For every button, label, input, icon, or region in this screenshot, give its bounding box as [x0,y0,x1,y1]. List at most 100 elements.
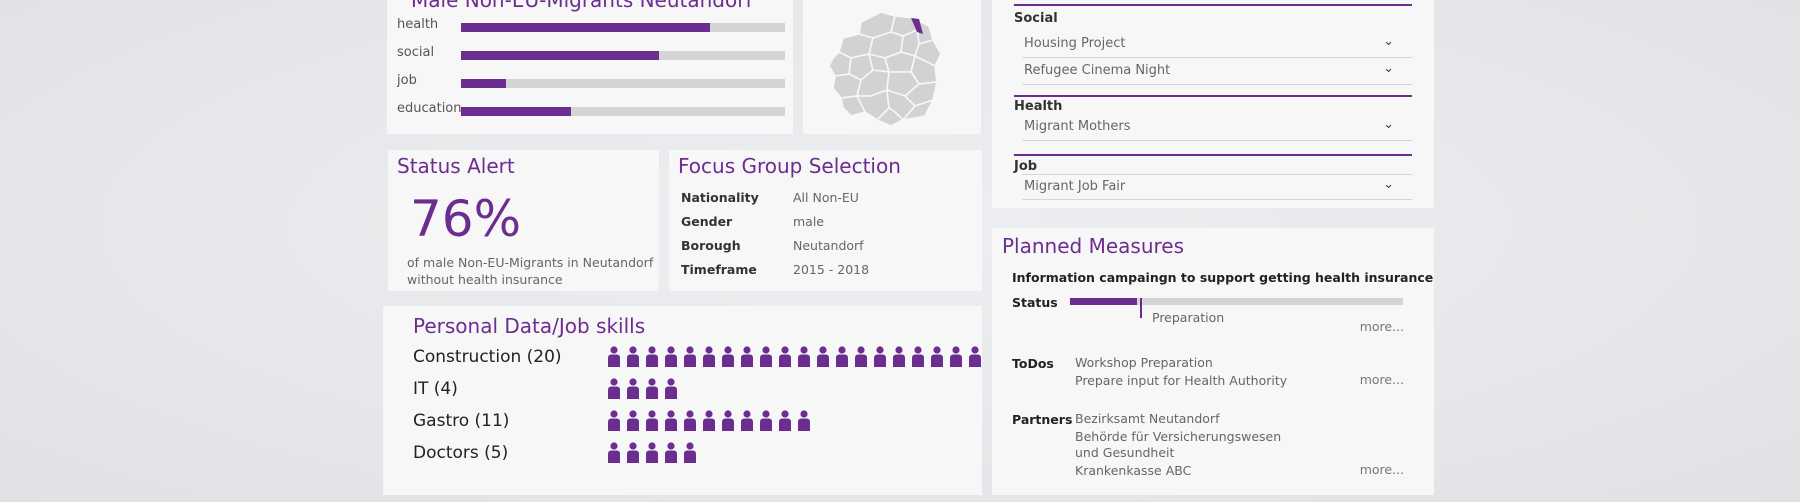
chevron-down-icon[interactable]: ⌄ [1383,177,1394,192]
panel-title: Planned Measures [1002,234,1185,258]
panel-title: Male Non-EU-Migrants Neutandorf [411,0,753,12]
chevron-down-icon[interactable]: ⌄ [1383,61,1394,76]
panel-title: Status Alert [397,154,515,178]
status-progress-track [1070,298,1403,305]
alert-description: of male Non-EU-Migrants in Neutandorf wi… [407,254,657,288]
focus-row-gender[interactable]: Gender male [681,214,971,234]
person-icon-group [607,442,697,463]
person-icon-group [607,346,982,367]
person-icon [608,442,620,463]
status-progress-marker [1140,298,1142,318]
planned-measures-panel: Planned Measures Information campaingn t… [992,228,1434,495]
dropdown-migrant-mothers[interactable]: Migrant Mothers ⌄ [1022,115,1412,141]
skill-label: Doctors (5) [413,443,509,463]
person-icon [741,346,753,367]
status-text: Preparation [1152,310,1225,325]
focus-row-nationality[interactable]: Nationality All Non-EU [681,190,971,210]
person-icon [950,346,962,367]
dropdown-label: Housing Project [1024,36,1126,51]
focus-value[interactable]: All Non-EU [793,190,859,205]
focus-value[interactable]: 2015 - 2018 [793,262,870,277]
dropdown-migrant-job-fair[interactable]: Migrant Job Fair ⌄ [1022,174,1412,200]
more-link[interactable]: more... [1359,462,1404,477]
person-icon [665,410,677,431]
chevron-down-icon[interactable]: ⌄ [1383,34,1394,49]
stat-label: health [397,17,439,32]
person-icon [608,346,620,367]
person-icon [912,346,924,367]
dropdown-label: Migrant Mothers [1024,119,1131,134]
borough-map[interactable] [803,0,981,134]
person-icon [646,410,658,431]
status-label: Status [1012,295,1058,310]
person-icon [798,410,810,431]
todos-label: ToDos [1012,356,1054,371]
stat-bar-education: education [397,101,787,121]
person-icon [836,346,848,367]
person-icon [646,378,658,399]
focus-key: Gender [681,214,733,229]
status-progress-fill [1070,298,1137,305]
alert-desc-line: of male Non-EU-Migrants in Neutandorf [407,255,654,270]
skill-row-doctors: Doctors (5) [413,440,973,470]
person-icon [646,346,658,367]
person-icon [684,442,696,463]
stat-label: social [397,45,435,60]
person-icon [893,346,905,367]
person-icon [646,442,658,463]
person-icon [684,410,696,431]
partners-label: Partners [1012,412,1073,427]
focus-key: Borough [681,238,741,253]
person-icon [627,378,639,399]
focus-value[interactable]: male [793,214,824,229]
person-icon-group [607,410,811,431]
stat-fill [461,51,659,60]
person-icon [665,346,677,367]
more-link[interactable]: more... [1359,319,1404,334]
male-migrants-panel: Male Non-EU-Migrants Neutandorf health s… [387,0,793,134]
stat-track [461,51,785,60]
dropdown-label: Refugee Cinema Night [1024,63,1171,78]
person-icon [798,346,810,367]
stat-track [461,107,785,116]
stat-track [461,23,785,32]
person-icon [779,410,791,431]
stat-fill [461,79,507,88]
dropdown-label: Migrant Job Fair [1024,179,1126,194]
skill-row-it: IT (4) [413,376,973,406]
chevron-down-icon[interactable]: ⌄ [1383,117,1394,132]
status-alert-panel: Status Alert 76% of male Non-EU-Migrants… [388,150,659,291]
focus-key: Timeframe [681,262,757,277]
category-job-heading: Job [1014,159,1038,174]
person-icon-group [607,378,678,399]
stat-bar-social: social [397,45,787,65]
person-icon [684,346,696,367]
focus-value[interactable]: Neutandorf [793,238,864,253]
selected-borough[interactable] [911,18,923,34]
dropdown-housing-project[interactable]: Housing Project ⌄ [1022,32,1412,58]
person-icon [722,410,734,431]
person-icon [931,346,943,367]
stat-fill [461,107,572,116]
person-icon [627,346,639,367]
stat-bar-health: health [397,17,787,37]
dropdown-refugee-cinema-night[interactable]: Refugee Cinema Night ⌄ [1022,59,1412,85]
person-icon [703,346,715,367]
partner-item: Krankenkasse ABC [1075,463,1192,478]
person-icon [608,410,620,431]
person-icon [703,410,715,431]
person-icon [760,410,772,431]
partner-item: Behörde für Versicherungswesen [1075,429,1282,444]
panel-title: Personal Data/Job skills [413,314,646,338]
focus-row-timeframe[interactable]: Timeframe 2015 - 2018 [681,262,971,282]
focus-group-panel: Focus Group Selection Nationality All No… [669,150,982,291]
person-icon [665,442,677,463]
stat-track [461,79,785,88]
measure-subtitle: Information campaingn to support getting… [1012,270,1434,285]
focus-row-borough[interactable]: Borough Neutandorf [681,238,971,258]
skill-label: Gastro (11) [413,411,510,431]
more-link[interactable]: more... [1359,372,1404,387]
panel-title: Focus Group Selection [678,154,901,178]
person-icon [779,346,791,367]
category-social-heading: Social [1014,11,1058,26]
